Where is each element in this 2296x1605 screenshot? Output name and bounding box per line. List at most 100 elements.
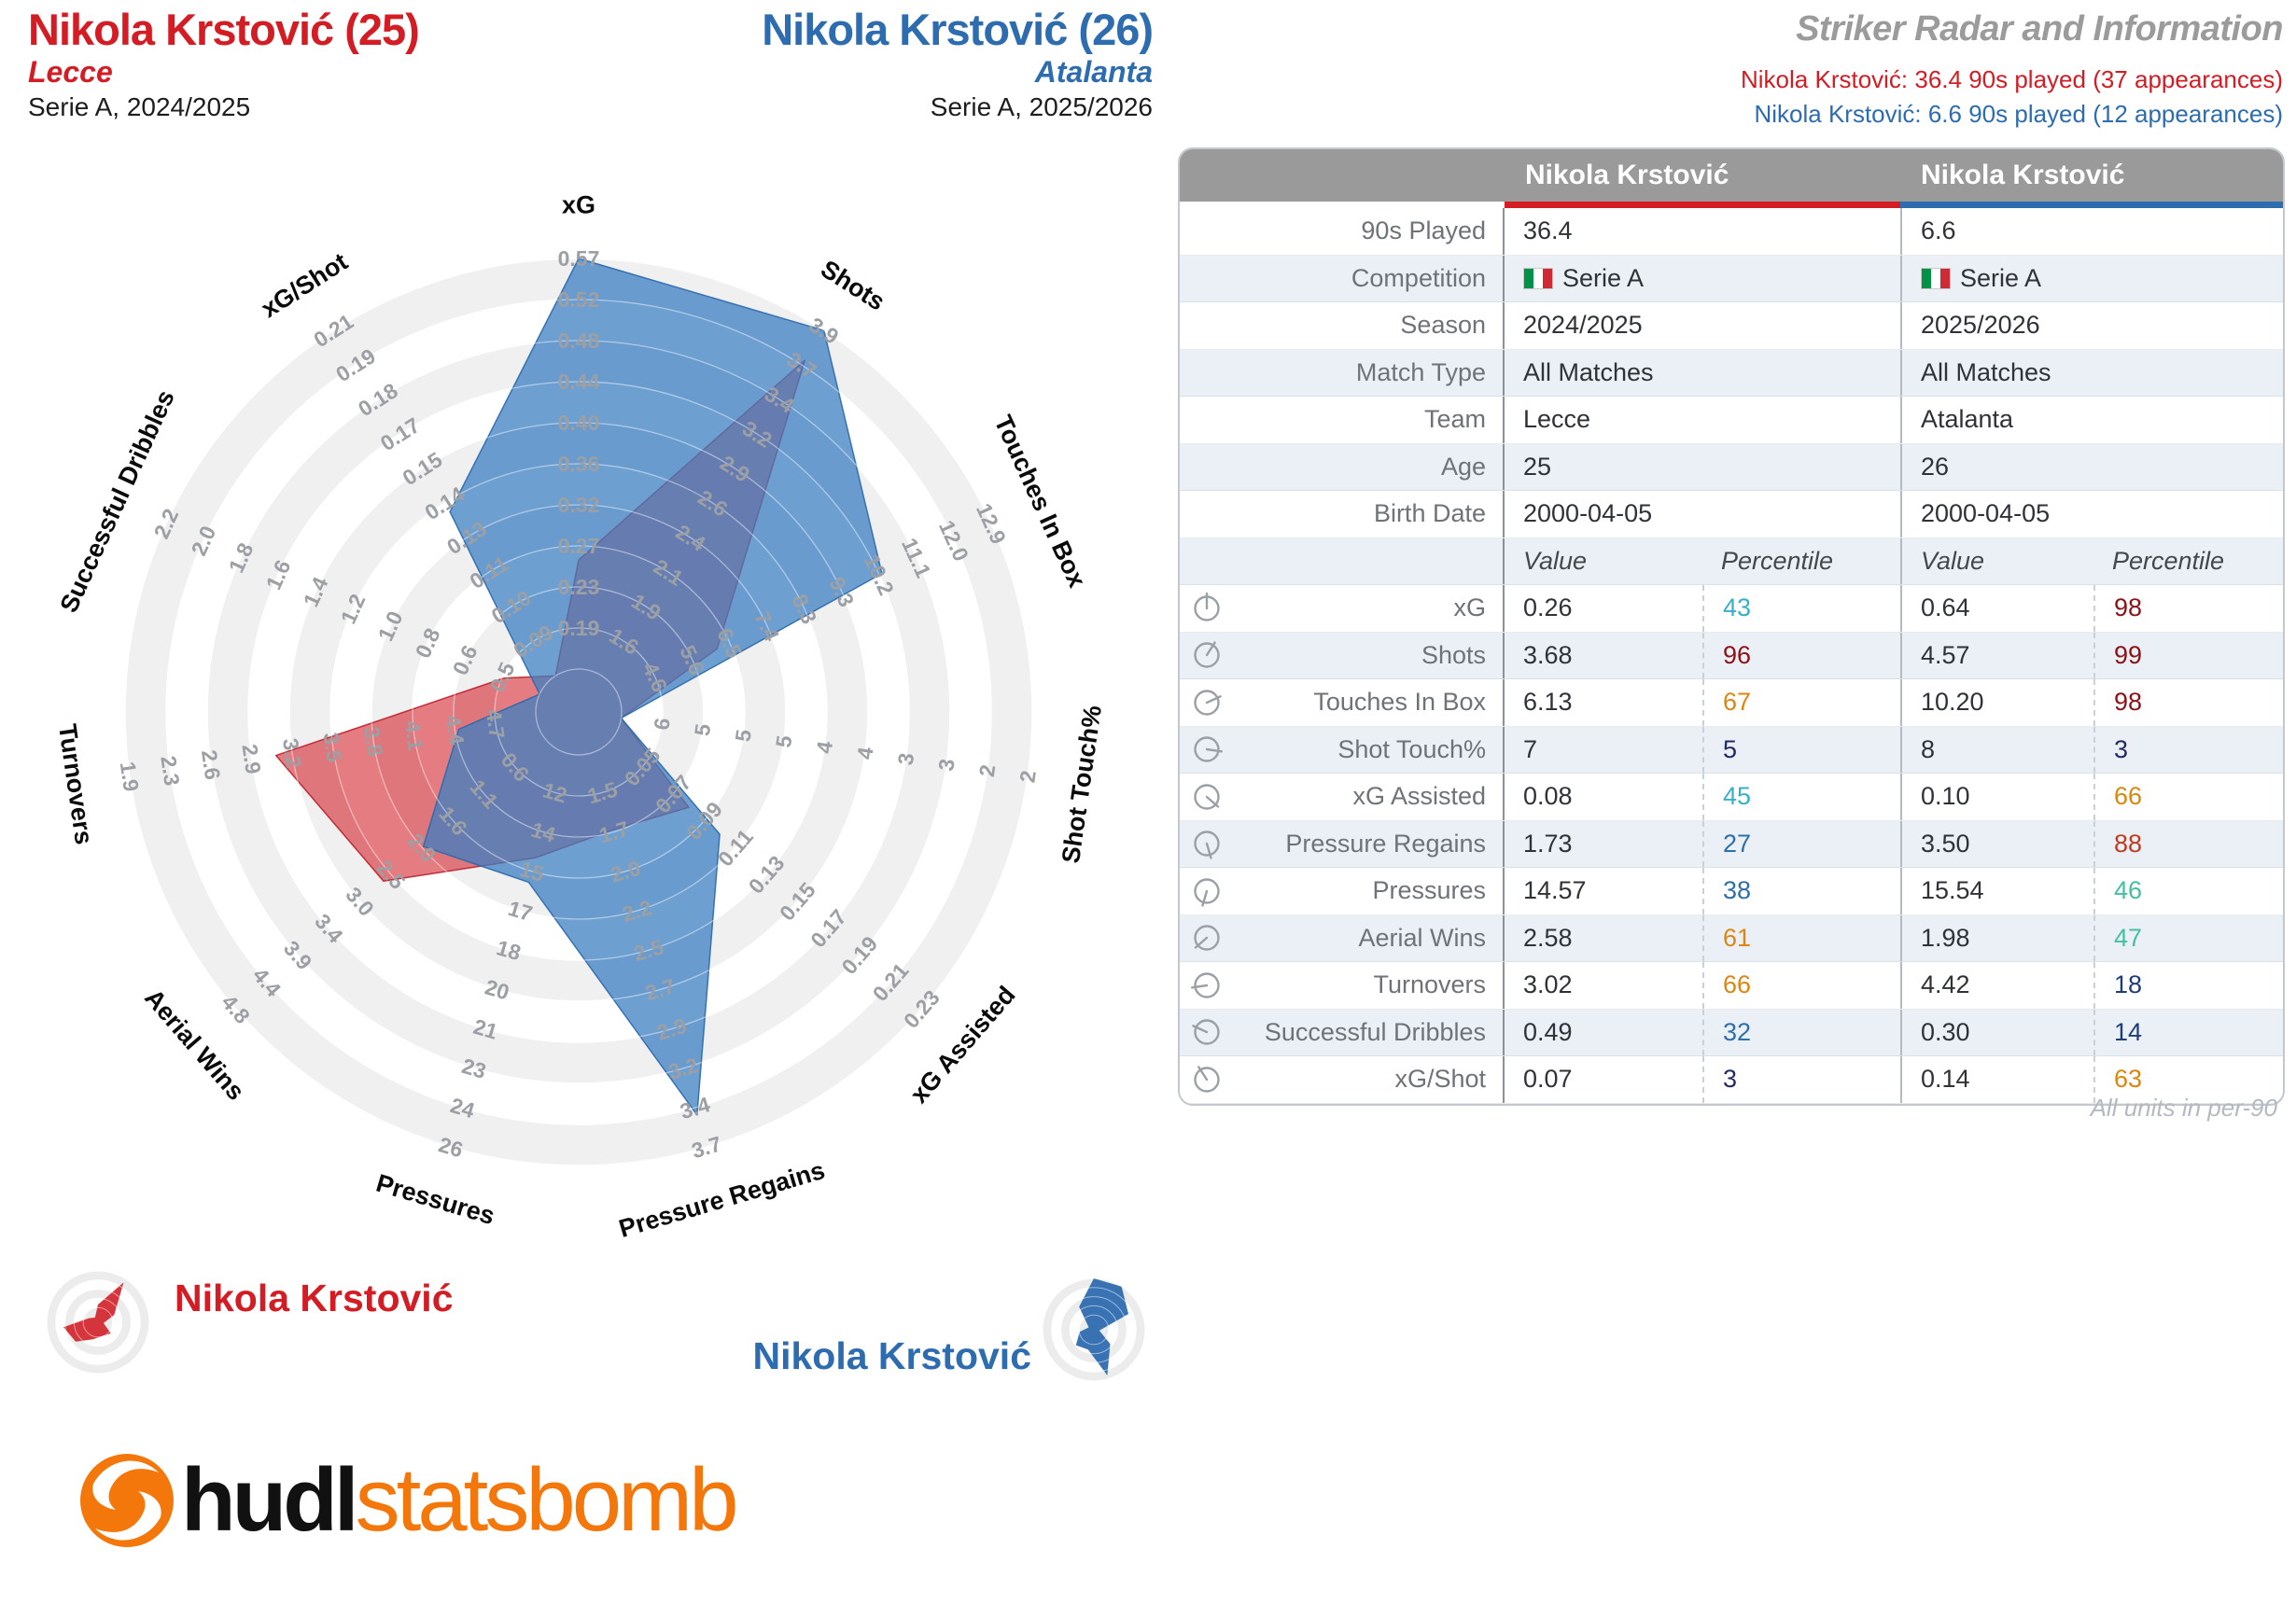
- radar-axis-title: Pressure Regains: [616, 1156, 828, 1243]
- stat-clock-icon: [1191, 972, 1220, 998]
- table-header-row: Nikola Krstović Nikola Krstović: [1180, 149, 2283, 202]
- stat-clock-icon: [1194, 736, 1223, 762]
- radar-ring-outline: [371, 504, 787, 920]
- stat-value-col2: 0.30: [1900, 1009, 2093, 1055]
- radar-axis-title: Shot Touch%: [1057, 704, 1107, 865]
- radar-ring-value: 1.9: [116, 761, 144, 793]
- stat-label: Pressure Regains: [1180, 820, 1505, 867]
- radar-ring-value: 4.4: [441, 713, 469, 747]
- radar-ring-outline: [124, 258, 1033, 1166]
- radar-ring-value: 3.2: [278, 736, 306, 769]
- blue-player-name: Nikola Krstović (26): [762, 5, 1154, 54]
- logo-text: hudlstatsbomb: [181, 1456, 738, 1545]
- info-value-col1: All Matches: [1505, 350, 1900, 397]
- table-footnote: All units in per-90: [2090, 1094, 2277, 1122]
- radar-ring-value: 4: [812, 740, 838, 756]
- stat-percentile-col2: 63: [2093, 1056, 2283, 1103]
- radar-ring-value: 2.9: [237, 743, 265, 775]
- stat-label: xG/Shot: [1180, 1056, 1505, 1103]
- radar-ring-outline: [412, 545, 746, 879]
- table-row: 90s Played 36.4 6.6: [1180, 208, 2283, 256]
- info-value-text: 2024/2025: [1523, 311, 1643, 340]
- stat-value-col2: 4.57: [1900, 632, 2093, 678]
- table-row: xG/Shot 0.07 3 0.14 63: [1180, 1056, 2283, 1104]
- stat-label: Pressures: [1180, 868, 1505, 914]
- table-row: xG 0.26 43 0.64 98: [1180, 585, 2283, 633]
- thumbnail-ring-outline: [1069, 1305, 1119, 1355]
- info-label: Age: [1180, 443, 1505, 490]
- table-row: Aerial Wins 2.58 61 1.98 47: [1180, 914, 2283, 962]
- stat-value-col2: 0.10: [1900, 774, 2093, 820]
- stat-value-col2: 15.54: [1900, 868, 2093, 914]
- stat-percentile-col1: 43: [1702, 585, 1900, 632]
- radar-ring-value: 0.27: [558, 534, 600, 558]
- table-row: Touches In Box 6.13 67 10.20 98: [1180, 679, 2283, 727]
- info-label: Birth Date: [1180, 491, 1505, 537]
- thumbnail-ring-outline: [55, 1279, 141, 1365]
- stat-label: xG Assisted: [1180, 774, 1505, 820]
- stat-value-col2: 0.64: [1900, 585, 2093, 632]
- subtitle-blue: Nikola Krstović: 6.6 90s played (12 appe…: [1754, 99, 2283, 128]
- radar-ring-value: 5: [690, 722, 716, 738]
- stat-clock-icon: [1194, 878, 1220, 907]
- radar-polygon-blue: [422, 258, 883, 1116]
- info-label: Team: [1180, 397, 1505, 443]
- stat-percentile-col2: 98: [2093, 585, 2283, 632]
- table-row: Successful Dribbles 0.49 32 0.30 14: [1180, 1009, 2283, 1056]
- stat-value-col2: 0.14: [1900, 1056, 2093, 1103]
- radar-axis-title: xG: [562, 190, 595, 218]
- info-value-col1: 2024/2025: [1505, 302, 1900, 349]
- info-value-text: Atalanta: [1921, 405, 2014, 434]
- red-player-team: Lecce: [28, 54, 113, 89]
- stat-value-col1: 1.73: [1523, 829, 1573, 858]
- info-value-text: 2025/2026: [1921, 311, 2040, 340]
- stat-percentile-col1: 61: [1702, 914, 1900, 961]
- table-row: Team Lecce Atalanta: [1180, 397, 2283, 444]
- info-label: Match Type: [1180, 349, 1505, 396]
- stat-label: Shot Touch%: [1180, 726, 1505, 773]
- info-value-text: 6.6: [1921, 216, 1956, 245]
- stat-value-col1: 2.58: [1523, 923, 1573, 952]
- info-value-text: 25: [1523, 452, 1552, 481]
- percentile-col1-header: Percentile: [1721, 546, 1834, 575]
- stat-value-col2: 1.98: [1900, 914, 2093, 961]
- table-row: Competition Serie A Serie A: [1180, 255, 2283, 302]
- thumbnail-ring-outline: [82, 1306, 114, 1338]
- stat-percentile-col1: 45: [1702, 774, 1900, 820]
- logo-hudl: hudl: [181, 1450, 359, 1550]
- radar-ring-value: 5: [771, 733, 797, 749]
- red-player-competition: Serie A, 2024/2025: [28, 92, 251, 122]
- info-value-col2: Atalanta: [1900, 397, 2283, 443]
- stat-value-col1: 3.02: [1523, 970, 1573, 999]
- stat-percentile-col1: 5: [1702, 726, 1900, 773]
- radar-svg: 0.57 0.52 0.48 0.44 0.40 0.36 0.32 0.27 0.23 0.19…: [53, 190, 1107, 1243]
- stat-clock-icon: [1194, 1066, 1220, 1093]
- info-value-col1: 2000-04-05: [1505, 491, 1900, 537]
- blue-player-competition: Serie A, 2025/2026: [930, 92, 1153, 122]
- info-value-text: 36.4: [1523, 216, 1573, 245]
- info-value-col2: 26: [1900, 443, 2283, 490]
- header-info: Striker Radar and Information Nikola Krs…: [1741, 9, 2284, 129]
- page-title: Striker Radar and Information: [1796, 9, 2283, 49]
- radar-ring-value: 6: [649, 717, 675, 732]
- radar-axis-title: Pressures: [373, 1169, 498, 1231]
- info-value-text: All Matches: [1523, 357, 1654, 386]
- stat-percentile-col2: 88: [2093, 820, 2283, 867]
- radar-ring-outline: [453, 586, 705, 838]
- stat-clock-icon: [1194, 784, 1220, 810]
- table-row: Age 25 26: [1180, 443, 2283, 491]
- radar-ring-value: 2: [1015, 769, 1041, 784]
- radar-ring-value: 2: [974, 763, 1001, 778]
- radar-ring-value: 0.52: [558, 287, 600, 312]
- info-value-col2: 2000-04-05: [1900, 491, 2283, 537]
- table-row: Shot Touch% 7 5 8 3: [1180, 726, 2283, 774]
- info-value-col1: Lecce: [1505, 397, 1900, 443]
- thumbnail-ring-outline: [1042, 1277, 1146, 1382]
- table-col1-header: Nikola Krstović: [1525, 160, 1729, 190]
- thumbnail-polygon-blue: [1075, 1278, 1128, 1375]
- subtitle-red: Nikola Krstović: 36.4 90s played (37 app…: [1741, 65, 2283, 93]
- value-col1-header: Value: [1523, 546, 1588, 575]
- info-value-text: Serie A: [1562, 263, 1645, 292]
- radar-ring-value: 0.40: [558, 411, 600, 435]
